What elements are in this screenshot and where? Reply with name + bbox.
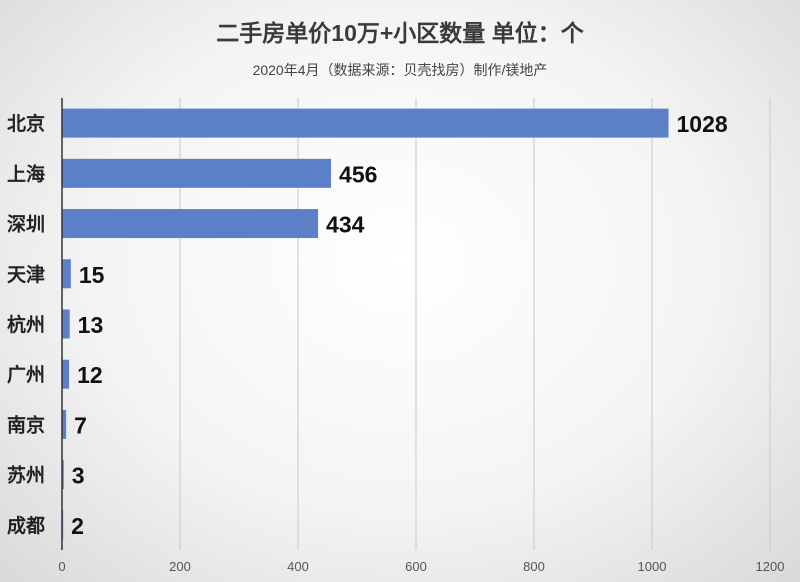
value-label-5: 12 (77, 362, 103, 388)
x-tick-label-1000: 1000 (638, 559, 667, 574)
x-tick-label-1200: 1200 (756, 559, 785, 574)
bar-0 (62, 108, 669, 138)
value-label-4: 13 (78, 312, 104, 338)
value-label-7: 3 (72, 463, 85, 489)
x-tick-label-200: 200 (169, 559, 191, 574)
x-tick-label-400: 400 (287, 559, 309, 574)
x-tick-label-0: 0 (58, 559, 65, 574)
bar-3 (62, 259, 71, 289)
value-label-6: 7 (74, 412, 87, 438)
category-label-1: 上海 (7, 162, 45, 185)
bar-2 (62, 209, 319, 239)
bar-1 (62, 158, 332, 188)
x-tick-label-600: 600 (405, 559, 427, 574)
category-label-7: 苏州 (7, 464, 45, 487)
value-label-0: 1028 (677, 111, 728, 137)
value-label-2: 434 (326, 212, 365, 238)
value-label-3: 15 (79, 262, 105, 288)
value-label-1: 456 (339, 161, 377, 187)
bar-4 (62, 309, 70, 339)
category-label-5: 广州 (7, 363, 45, 386)
chart-title: 二手房单价10万+小区数量 单位：个 (216, 20, 584, 46)
category-label-4: 杭州 (7, 313, 45, 336)
category-label-8: 成都 (7, 514, 45, 537)
category-label-0: 北京 (7, 112, 45, 135)
bar-7 (62, 460, 64, 490)
bar-6 (62, 409, 67, 439)
x-tick-label-800: 800 (523, 559, 545, 574)
value-label-8: 2 (71, 513, 84, 539)
bar-5 (62, 359, 70, 389)
category-label-2: 深圳 (7, 213, 45, 236)
category-label-6: 南京 (7, 413, 45, 436)
category-label-3: 天津 (7, 263, 45, 286)
chart-subtitle: 2020年4月（数据来源：贝壳找房）制作/镁地产 (252, 62, 548, 78)
